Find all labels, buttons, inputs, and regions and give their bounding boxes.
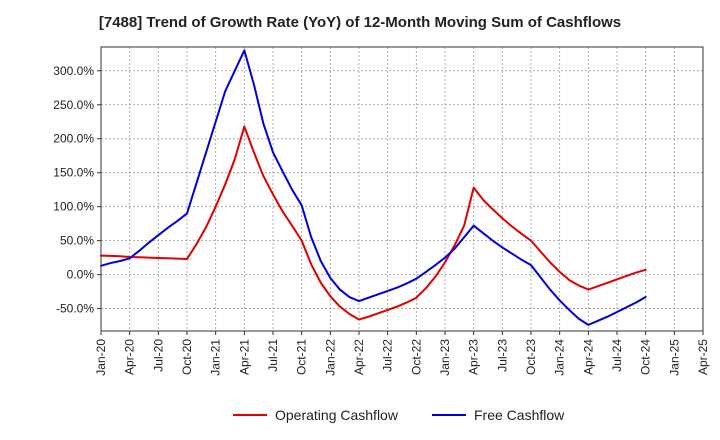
- x-tick-label: Apr-25: [696, 339, 710, 375]
- y-tick-label: 300.0%: [53, 64, 94, 78]
- x-tick-label: Oct-21: [295, 339, 309, 375]
- x-tick-label: Jul-24: [610, 339, 624, 372]
- x-tick-label: Jan-22: [323, 339, 337, 376]
- plot-area-frame: [100, 46, 704, 332]
- legend: Operating Cashflow Free Cashflow: [233, 407, 565, 423]
- legend-label: Operating Cashflow: [275, 407, 399, 423]
- x-tick-label: Jan-25: [667, 339, 681, 376]
- y-tick-label: 50.0%: [60, 234, 94, 248]
- x-tick-label: Apr-21: [237, 339, 251, 375]
- y-tick-label: -50.0%: [56, 302, 94, 316]
- x-tick-label: Apr-23: [467, 339, 481, 375]
- operating-cashflow-line: [100, 125, 647, 321]
- x-tick-label: Jul-20: [151, 339, 165, 372]
- y-tick-label: 250.0%: [53, 98, 94, 112]
- grid: [100, 47, 704, 331]
- legend-label: Free Cashflow: [474, 407, 565, 423]
- x-tick-label: Apr-20: [123, 339, 137, 375]
- x-tick-label: Oct-24: [639, 339, 653, 375]
- x-tick-label: Jan-21: [209, 339, 223, 376]
- x-tick-label: Oct-20: [180, 339, 194, 375]
- x-tick-label: Apr-24: [581, 339, 595, 375]
- chart-title: [7488] Trend of Growth Rate (YoY) of 12-…: [98, 14, 622, 31]
- x-tick-label: Jan-23: [438, 339, 452, 376]
- x-tick-label: Jul-21: [266, 339, 280, 372]
- x-tick-label: Jan-24: [553, 339, 567, 376]
- x-tick-label: Oct-23: [524, 339, 538, 375]
- y-tick-label: 200.0%: [53, 132, 94, 146]
- x-tick-label: Jul-22: [381, 339, 395, 372]
- series-lines: [100, 49, 647, 326]
- y-tick-label: 150.0%: [53, 166, 94, 180]
- y-tick-label: 100.0%: [53, 200, 94, 214]
- x-tick-label: Apr-22: [352, 339, 366, 375]
- y-tick-label: 0.0%: [67, 268, 95, 282]
- x-tick-label: Jan-20: [94, 339, 108, 376]
- x-tick-label: Oct-22: [409, 339, 423, 375]
- y-axis-ticks: -50.0% 0.0% 50.0% 100.0% 150.0% 200.0% 250.0% 3…: [53, 64, 101, 316]
- x-tick-label: Jul-23: [495, 339, 509, 372]
- free-cashflow-line: [100, 49, 647, 326]
- x-axis-ticks: Jan-20 Apr-20 Jul-20 Oct-20 Jan-21 Apr-21 Jul-…: [94, 331, 710, 376]
